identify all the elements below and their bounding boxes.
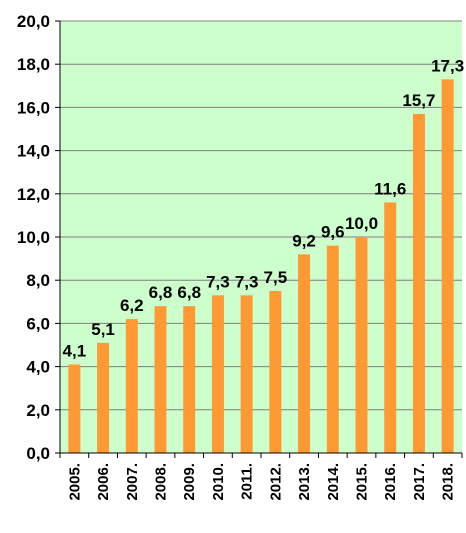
bar-2007 xyxy=(125,319,138,453)
y-tick-label: 16,0 xyxy=(17,98,50,117)
x-tick-label: 2016. xyxy=(382,463,399,501)
x-tick-label: 2010. xyxy=(210,463,227,501)
bar-2006 xyxy=(97,342,110,453)
y-tick-label: 8,0 xyxy=(26,271,50,290)
data-label: 5,1 xyxy=(91,320,115,339)
x-tick-label: 2018. xyxy=(440,463,457,501)
y-tick-label: 0,0 xyxy=(26,444,50,463)
x-tick-label: 2012. xyxy=(267,463,284,501)
y-tick-label: 12,0 xyxy=(17,185,50,204)
bar-2013 xyxy=(298,254,311,453)
y-tick-label: 10,0 xyxy=(17,228,50,247)
data-label: 7,5 xyxy=(264,268,288,287)
y-tick-label: 20,0 xyxy=(17,12,50,31)
data-label: 6,8 xyxy=(177,283,201,302)
bar-2015 xyxy=(355,237,368,453)
x-tick-label: 2008. xyxy=(153,463,170,501)
x-tick-label: 2009. xyxy=(181,463,198,501)
data-label: 10,0 xyxy=(345,214,378,233)
data-labels: 4,15,1 6,2 6,8 6,8 7,3 7,3 7,59,2 9,6 10,0 11,6 15… xyxy=(63,56,465,360)
y-tick-labels: 0,0 2,0 4,0 6,0 8,0 10,0 12,0 14,0 16,0 18,0 20,0 xyxy=(17,12,50,463)
x-tick-label: 2017. xyxy=(411,463,428,501)
data-label: 17,3 xyxy=(431,56,464,75)
bars xyxy=(68,79,454,453)
bar-2012 xyxy=(269,291,282,453)
x-tick-label: 2014. xyxy=(325,463,342,501)
bar-2016 xyxy=(384,202,397,453)
bar-2018 xyxy=(441,79,454,453)
data-label: 9,2 xyxy=(292,231,316,250)
y-tick-label: 4,0 xyxy=(26,358,50,377)
data-label: 11,6 xyxy=(374,179,406,198)
x-tick-label: 2007. xyxy=(124,463,141,501)
bar-2008 xyxy=(154,306,167,453)
data-label: 9,6 xyxy=(321,223,345,242)
data-label: 7,3 xyxy=(235,272,259,291)
x-tick-labels: 2005. 2006. 2007. 2008. 2009. 2010. 2011. 2012.… xyxy=(66,463,456,501)
data-label: 4,1 xyxy=(63,341,87,360)
bar-2010 xyxy=(211,295,224,453)
bar-2011 xyxy=(240,295,253,453)
axes xyxy=(55,20,463,458)
bar-2014 xyxy=(326,245,339,453)
x-tick-label: 2011. xyxy=(239,463,256,500)
data-label: 7,3 xyxy=(206,272,230,291)
x-tick-label: 2013. xyxy=(296,463,313,501)
bar-2017 xyxy=(412,113,425,453)
data-label: 15,7 xyxy=(402,91,435,110)
x-tick-label: 2006. xyxy=(95,463,112,501)
y-tick-label: 14,0 xyxy=(17,142,50,161)
x-tick-label: 2015. xyxy=(354,463,371,501)
y-tick-label: 2,0 xyxy=(26,401,50,420)
y-tick-label: 6,0 xyxy=(26,314,50,333)
data-label: 6,8 xyxy=(149,283,173,302)
y-tick-label: 18,0 xyxy=(17,55,50,74)
x-tick-label: 2005. xyxy=(66,463,83,501)
bar-2005 xyxy=(68,364,81,453)
data-label: 6,2 xyxy=(120,296,144,315)
bar-2009 xyxy=(183,306,196,453)
